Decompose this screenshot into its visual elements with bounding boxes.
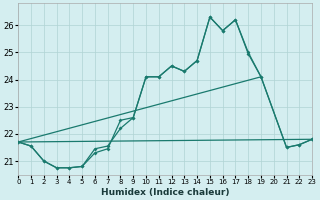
X-axis label: Humidex (Indice chaleur): Humidex (Indice chaleur) bbox=[101, 188, 229, 197]
